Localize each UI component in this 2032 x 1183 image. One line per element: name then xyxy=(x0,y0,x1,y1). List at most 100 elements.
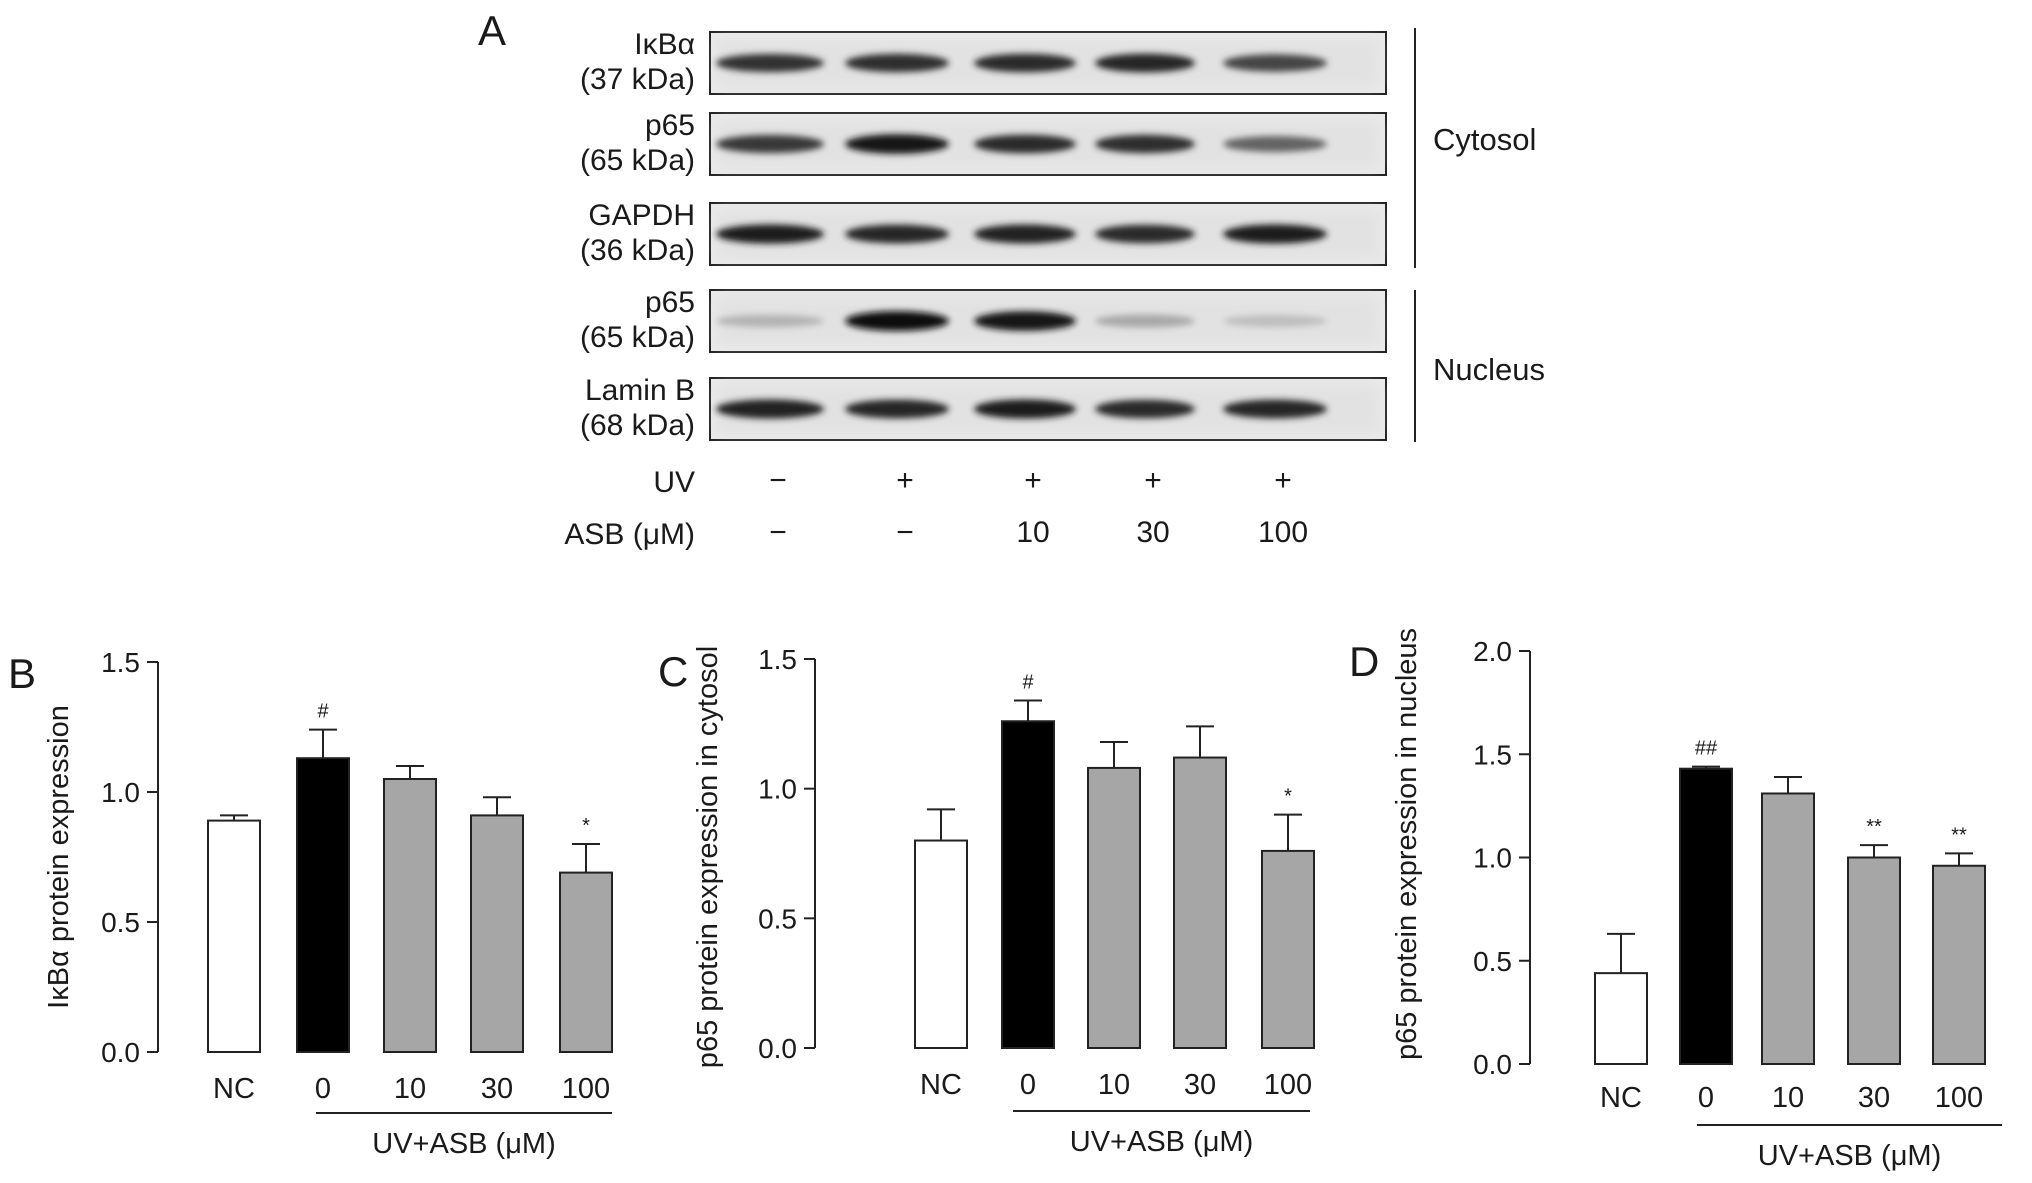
x-tick-label: NC xyxy=(920,1069,962,1101)
x-tick-label: NC xyxy=(213,1073,255,1105)
bar xyxy=(207,819,261,1053)
blot-band xyxy=(716,135,824,153)
compartment-label: Nucleus xyxy=(1433,352,1545,387)
blot-size-label: (36 kDa) xyxy=(580,234,695,267)
significance-marker: * xyxy=(1284,786,1292,808)
blot-band xyxy=(716,399,824,419)
y-tick-label: 2.0 xyxy=(1473,636,1512,667)
blot-protein-label: p65 xyxy=(645,286,695,319)
blot-protein-label: p65 xyxy=(645,109,695,142)
y-axis-label: p65 protein expression in nucleus xyxy=(1391,628,1423,1060)
blot-band xyxy=(1095,399,1195,419)
bar xyxy=(1087,766,1141,1049)
bar xyxy=(383,778,437,1053)
blot-band xyxy=(974,311,1076,331)
panel-letter: C xyxy=(658,648,688,695)
blot-size-label: (68 kDa) xyxy=(580,409,695,442)
y-tick-label: 1.0 xyxy=(758,774,797,805)
x-tick-label: 0 xyxy=(1698,1082,1714,1114)
y-tick-label: 1.5 xyxy=(758,644,797,675)
blot-band xyxy=(1095,53,1195,73)
significance-marker: * xyxy=(582,815,590,837)
x-axis-label: UV+ASB (μM) xyxy=(1758,1140,1942,1172)
y-tick-label: 0.5 xyxy=(1473,946,1512,977)
bar xyxy=(296,757,350,1053)
blot-band xyxy=(1223,224,1327,244)
condition-label: ASB (μM) xyxy=(564,518,695,551)
blot-size-label: (37 kDa) xyxy=(580,63,695,96)
bar xyxy=(559,871,613,1053)
blot-band xyxy=(716,224,824,244)
x-tick-label: NC xyxy=(1600,1082,1642,1114)
condition-value: + xyxy=(896,464,914,497)
y-tick-label: 1.0 xyxy=(101,777,140,808)
panel-letter: B xyxy=(8,650,36,697)
chart-panel-b: B 0.0 0.5 1.0 1.5 IκBα protein expression NC #0… xyxy=(8,647,613,1160)
blot-band xyxy=(974,53,1076,73)
condition-value: 30 xyxy=(1136,516,1169,549)
blot-band xyxy=(845,399,949,419)
chart-panel-c: C 0.0 0.5 1.0 1.5 p65 protein expression in c… xyxy=(658,644,1315,1158)
bar xyxy=(1932,864,1986,1066)
condition-value: + xyxy=(1144,464,1162,497)
blot-band xyxy=(1223,315,1327,327)
x-tick-label: 30 xyxy=(481,1073,513,1105)
blot-band xyxy=(1095,134,1195,154)
y-tick-label: 0.0 xyxy=(758,1033,797,1064)
bar xyxy=(1847,856,1901,1065)
y-tick-label: 1.0 xyxy=(1473,843,1512,874)
x-axis-label: UV+ASB (μM) xyxy=(372,1128,556,1160)
y-axis-label: p65 protein expression in cytosol xyxy=(692,646,724,1068)
bar xyxy=(470,814,524,1054)
y-tick-label: 0.5 xyxy=(101,907,140,938)
y-tick-label: 0.0 xyxy=(1473,1049,1512,1080)
x-tick-label: 100 xyxy=(1264,1069,1312,1101)
bar xyxy=(1761,792,1815,1065)
condition-label: UV xyxy=(653,466,695,499)
condition-value: + xyxy=(1024,464,1042,497)
significance-marker: ** xyxy=(1866,816,1882,838)
compartment-label: Cytosol xyxy=(1433,122,1536,157)
bar xyxy=(1001,720,1055,1049)
blot-protein-label: GAPDH xyxy=(588,199,695,232)
x-tick-label: 10 xyxy=(1098,1069,1130,1101)
blot-band xyxy=(845,53,949,73)
blot-band xyxy=(845,134,949,154)
blot-size-label: (65 kDa) xyxy=(580,144,695,177)
blot-band xyxy=(716,53,824,73)
bar xyxy=(914,839,968,1049)
blot-band xyxy=(845,311,949,331)
x-tick-label: 0 xyxy=(1020,1069,1036,1101)
x-tick-label: 100 xyxy=(562,1073,610,1105)
bar xyxy=(1594,972,1648,1066)
y-tick-label: 0.5 xyxy=(758,903,797,934)
panel-letter: D xyxy=(1349,638,1379,685)
condition-value: + xyxy=(1274,464,1292,497)
condition-value: − xyxy=(769,516,787,549)
blot-band xyxy=(845,224,949,244)
blot-band xyxy=(1223,399,1327,419)
x-tick-label: 100 xyxy=(1935,1082,1983,1114)
blot-protein-label: Lamin B xyxy=(585,374,695,407)
western-blot-panel: A IκBα(37 kDa)p65(65 kDa)GAPDH(36 kDa)p6… xyxy=(478,7,1545,551)
blot-band xyxy=(1095,224,1195,244)
x-tick-label: 0 xyxy=(315,1073,331,1105)
x-tick-label: 30 xyxy=(1184,1069,1216,1101)
condition-value: 10 xyxy=(1016,516,1049,549)
bar xyxy=(1261,849,1315,1050)
blot-band xyxy=(716,314,824,328)
condition-value: 100 xyxy=(1258,516,1308,549)
blot-band xyxy=(974,134,1076,154)
blot-protein-label: IκBα xyxy=(634,28,695,61)
significance-marker: ** xyxy=(1951,824,1967,846)
x-tick-label: 30 xyxy=(1858,1082,1890,1114)
blot-band xyxy=(1095,314,1195,328)
significance-marker: ## xyxy=(1695,738,1718,760)
significance-marker: # xyxy=(317,701,329,723)
bar xyxy=(1173,756,1227,1050)
y-tick-label: 1.5 xyxy=(1473,739,1512,770)
y-tick-label: 0.0 xyxy=(101,1037,140,1068)
blot-band xyxy=(974,224,1076,244)
blot-band xyxy=(974,399,1076,419)
